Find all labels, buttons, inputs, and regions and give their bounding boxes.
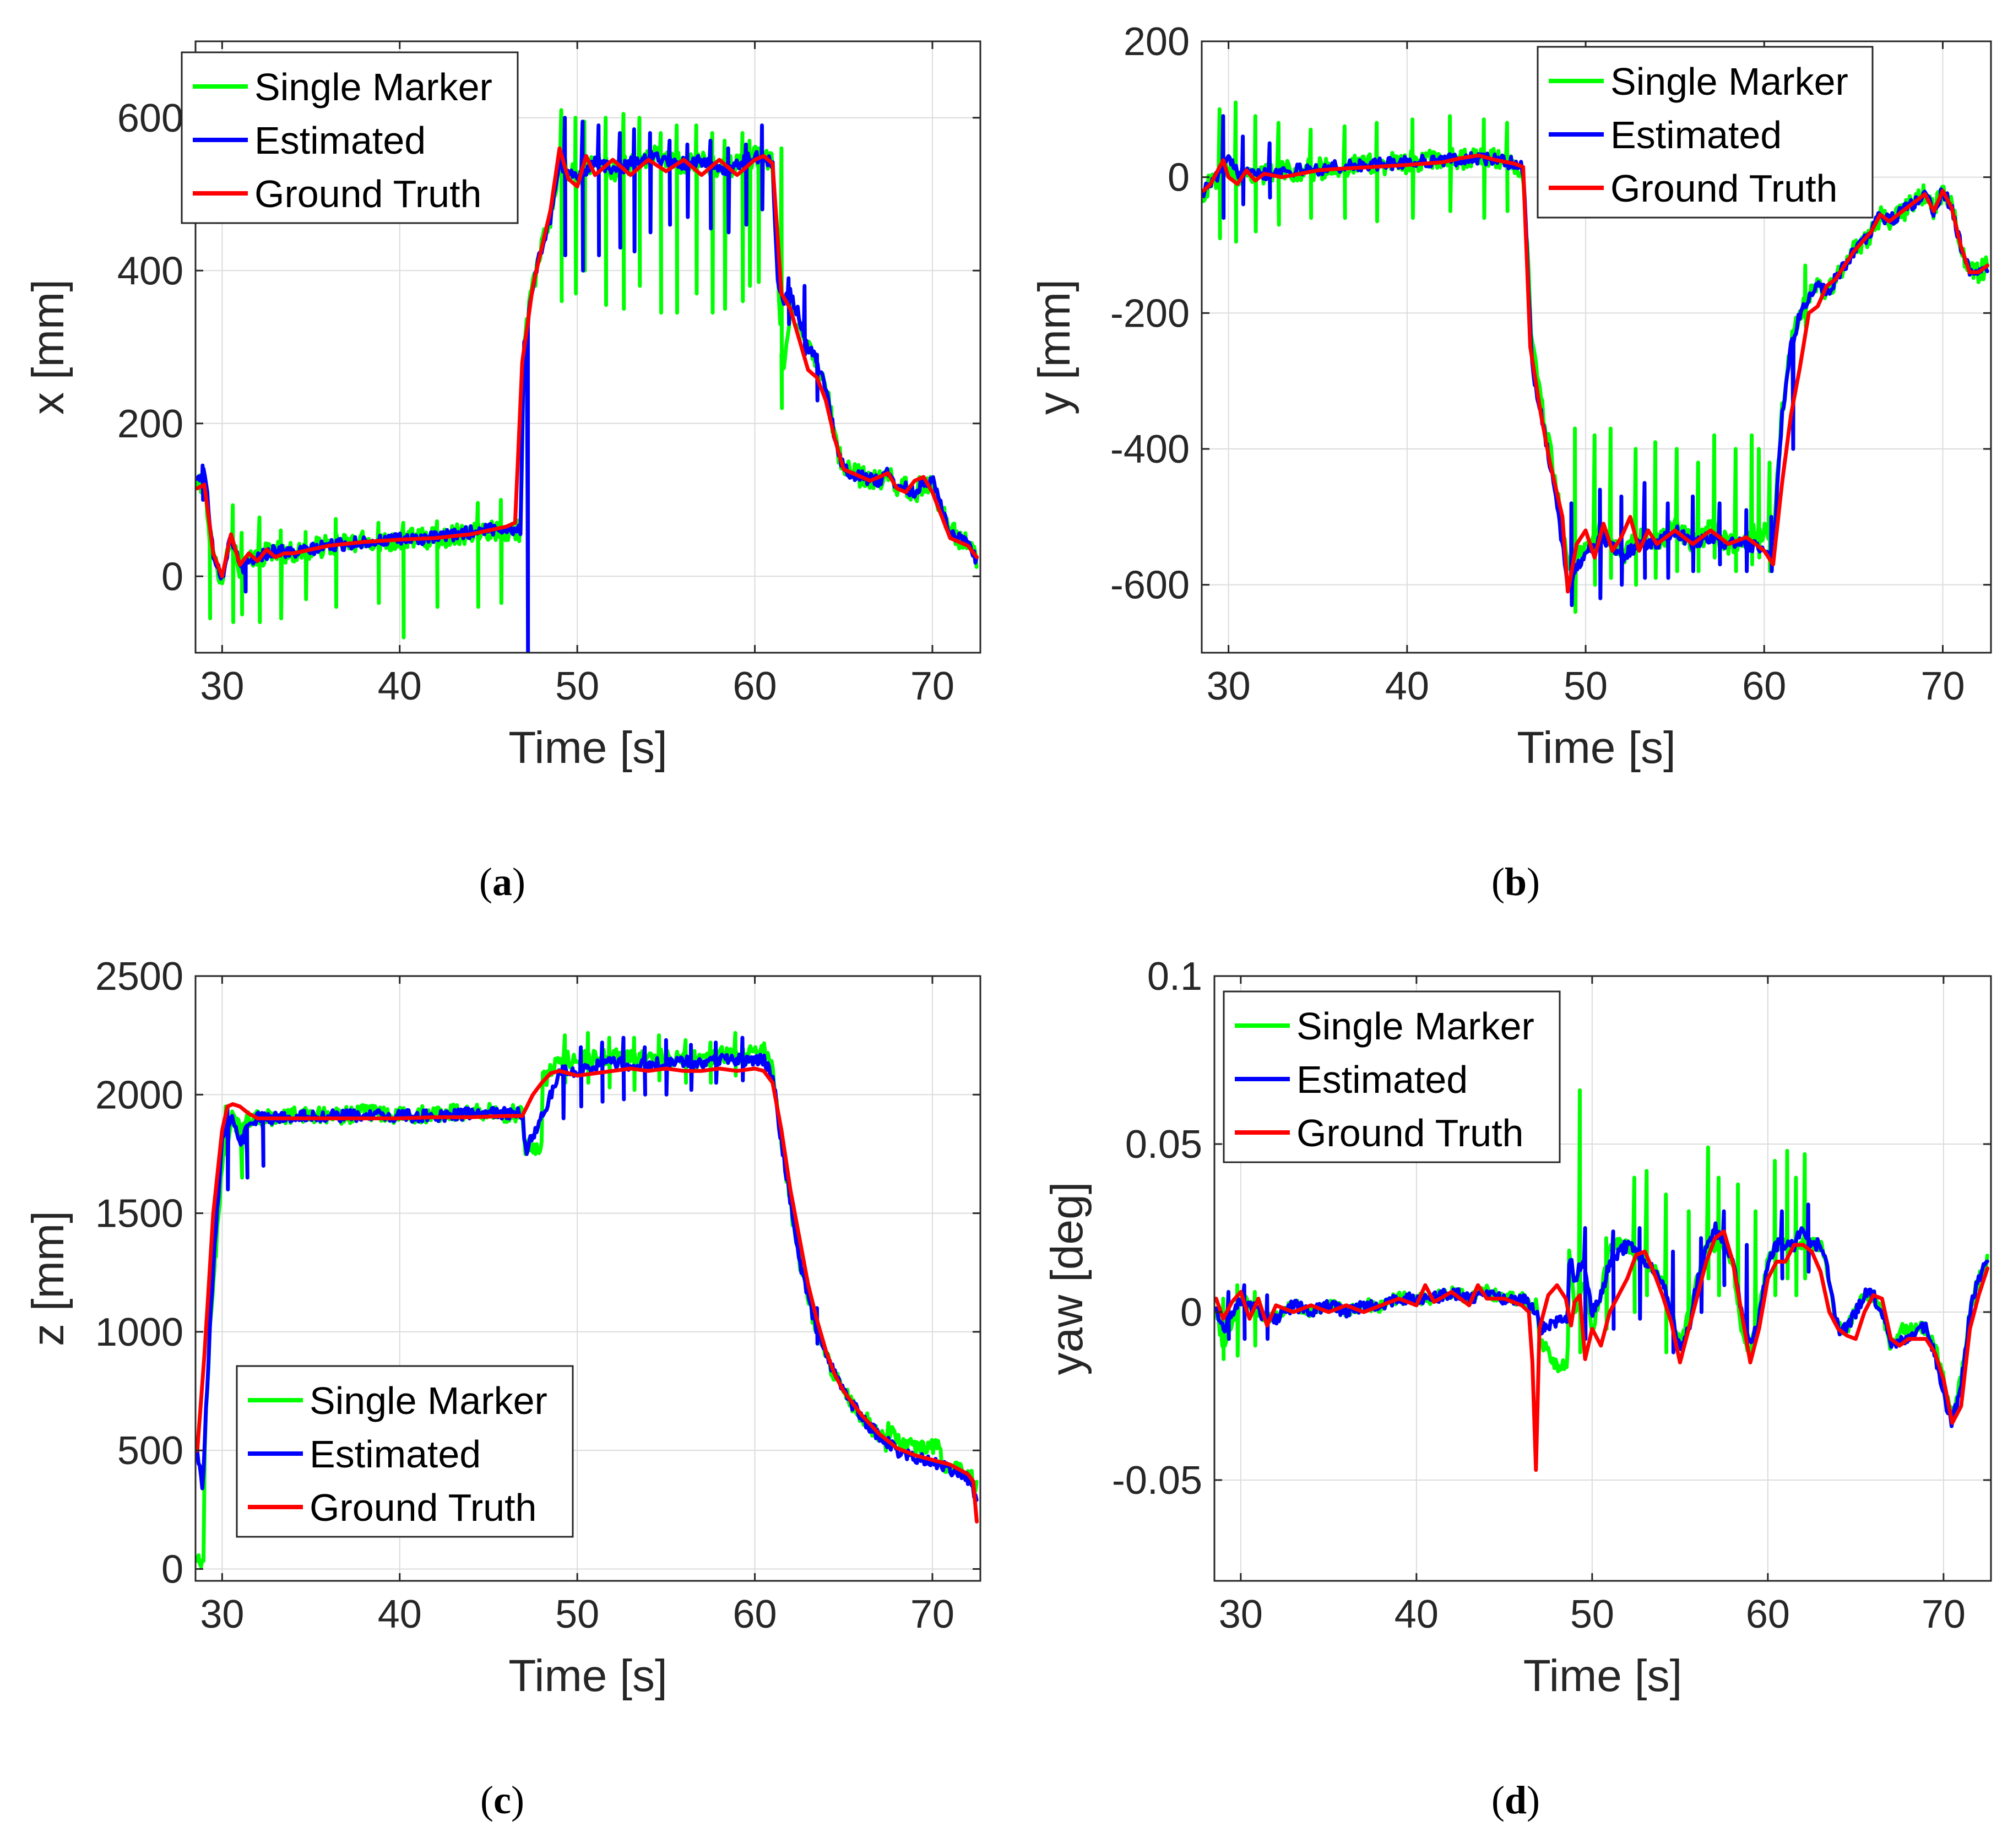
y-tick-label: -600 — [1110, 563, 1190, 608]
x-tick-label: 70 — [1922, 1592, 1966, 1636]
x-tick-label: 30 — [200, 664, 244, 708]
x-tick-label: 40 — [1385, 664, 1429, 708]
x-axis-label: Time [s] — [508, 723, 668, 773]
y-tick-label: 2500 — [95, 955, 183, 999]
panel-caption: (a) — [479, 860, 525, 904]
panel-caption: (c) — [480, 1778, 524, 1822]
y-tick-label: 0.05 — [1125, 1123, 1202, 1167]
axes-frame — [1213, 975, 1992, 1582]
y-axis-label: z [mm] — [23, 1211, 73, 1346]
y-axis-label: x [mm] — [23, 279, 73, 415]
x-tick-label: 70 — [910, 664, 954, 708]
x-tick-label: 40 — [378, 664, 422, 708]
x-tick-label: 70 — [910, 1592, 954, 1636]
x-tick-label: 30 — [1219, 1592, 1263, 1636]
x-tick-label: 50 — [555, 1592, 599, 1636]
x-tick-label: 50 — [555, 664, 599, 708]
series-line-estimated — [1214, 1202, 1989, 1428]
axes-frame — [194, 40, 981, 654]
y-tick-label: 0 — [1180, 1291, 1202, 1335]
y-tick-label: 600 — [117, 96, 183, 140]
legend-label: Single Marker — [1610, 60, 1848, 103]
y-tick-label: 400 — [117, 249, 183, 293]
legend-label: Estimated — [1610, 113, 1782, 156]
series-line-ground-truth — [1214, 1229, 1990, 1472]
y-tick-label: 2000 — [95, 1073, 183, 1117]
x-tick-label: 40 — [378, 1592, 422, 1636]
y-tick-label: 1500 — [95, 1192, 183, 1236]
x-tick-label: 40 — [1395, 1592, 1439, 1636]
y-tick-label: 0.1 — [1147, 955, 1202, 999]
panel-b-y-position: 30 40 50 60 70 -600 -400 -200 0 200 Time [s] y [m… — [1029, 20, 1992, 904]
x-axis-label: Time [s] — [1517, 723, 1676, 773]
y-tick-label: 0 — [161, 555, 183, 599]
legend-label: Ground Truth — [310, 1486, 536, 1529]
y-tick-label: -200 — [1110, 291, 1190, 335]
x-tick-label: 70 — [1920, 664, 1965, 708]
x-axis-label: Time [s] — [508, 1651, 668, 1701]
y-tick-label: 200 — [117, 402, 183, 446]
legend: Single Marker Estimated Ground Truth — [1537, 46, 1874, 219]
x-tick-label: 60 — [1746, 1592, 1790, 1636]
y-tick-label: 0 — [1168, 156, 1190, 200]
legend: Single Marker Estimated Ground Truth — [236, 1365, 574, 1538]
x-tick-label: 60 — [733, 1592, 777, 1636]
panel-caption: (d) — [1491, 1778, 1540, 1822]
legend: Single Marker Estimated Ground Truth — [1223, 990, 1561, 1163]
legend-label: Single Marker — [1296, 1005, 1534, 1048]
x-axis-label: Time [s] — [1523, 1651, 1683, 1701]
legend-label: Estimated — [310, 1433, 481, 1476]
series-line-ground-truth — [196, 146, 979, 578]
axes-frame — [1201, 40, 1992, 654]
legend-label: Ground Truth — [254, 172, 481, 215]
x-tick-label: 30 — [200, 1592, 244, 1636]
x-tick-label: 30 — [1207, 664, 1251, 708]
panel-d-yaw: 30 40 50 60 70 -0.05 0 0.05 0.1 Time [s] yaw [de… — [1042, 955, 1992, 1822]
panel-caption: (b) — [1491, 860, 1540, 904]
y-tick-label: 1000 — [95, 1310, 183, 1354]
axes-frame — [194, 975, 981, 1582]
legend-label: Ground Truth — [1296, 1112, 1523, 1155]
legend-label: Single Marker — [254, 66, 492, 109]
x-tick-label: 50 — [1570, 1592, 1614, 1636]
legend-label: Estimated — [254, 119, 426, 162]
x-tick-label: 60 — [1742, 664, 1786, 708]
legend-label: Single Marker — [310, 1379, 547, 1422]
panel-a-x-position: 30 40 50 60 70 0 200 400 600 Time [s] x [mm] Sin… — [23, 40, 981, 904]
y-axis-label: yaw [deg] — [1042, 1182, 1092, 1375]
y-tick-label: 500 — [117, 1429, 183, 1473]
x-tick-label: 50 — [1564, 664, 1608, 708]
legend: Single Marker Estimated Ground Truth — [181, 51, 519, 224]
y-tick-label: 0 — [161, 1547, 183, 1591]
y-tick-label: -400 — [1110, 427, 1190, 472]
y-tick-label: -0.05 — [1112, 1459, 1202, 1503]
series-line-ground-truth — [1202, 153, 1989, 594]
legend-label: Estimated — [1296, 1058, 1468, 1101]
legend-label: Ground Truth — [1610, 167, 1837, 210]
y-axis-label: y [mm] — [1029, 279, 1079, 415]
x-tick-label: 60 — [733, 664, 777, 708]
series-line-ground-truth — [196, 1066, 979, 1524]
y-tick-label: 200 — [1124, 20, 1190, 64]
